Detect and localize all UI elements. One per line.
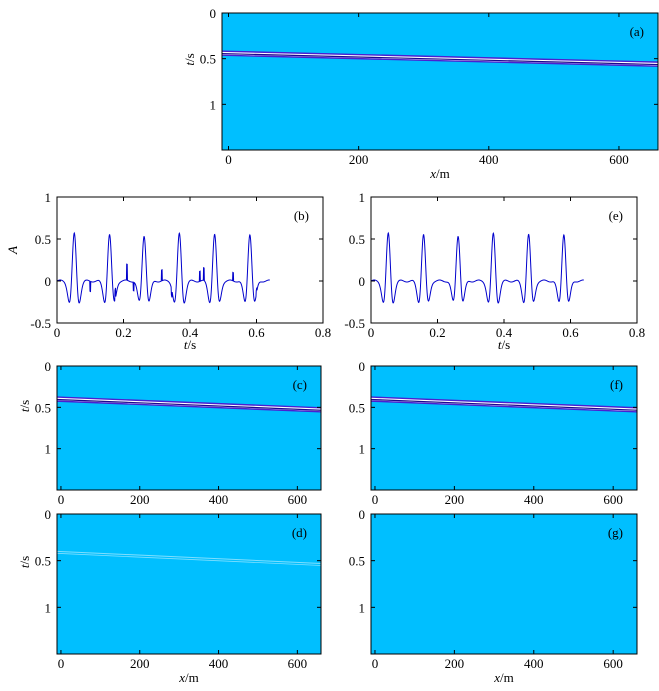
- x-axis-label: t/s: [184, 337, 196, 352]
- x-tick-label: 600: [603, 492, 623, 507]
- panel-f: 0 200 400 600 0 0.5 1 (f): [349, 359, 638, 507]
- panel-label: (e): [609, 208, 623, 223]
- y-tick-label: 0: [359, 359, 366, 374]
- y-tick-label: 1: [210, 97, 217, 112]
- y-axis-label: t/s: [182, 53, 197, 65]
- plot-area: [371, 197, 637, 323]
- y-tick-label: 1: [45, 442, 52, 457]
- y-tick-label: -0.5: [30, 316, 51, 331]
- x-tick-label: 0: [372, 492, 379, 507]
- y-tick-label: 0: [359, 274, 366, 289]
- seismic-section-fill: [371, 514, 637, 654]
- x-tick-label: 0.4: [182, 325, 199, 340]
- x-tick-label: 400: [479, 152, 499, 167]
- reflection-event-trough: [370, 398, 638, 411]
- x-tick-label: 400: [524, 492, 544, 507]
- y-tick-label: 1: [45, 600, 52, 615]
- x-tick-label: 0.2: [115, 325, 131, 340]
- y-tick-label: 0: [45, 274, 52, 289]
- seismic-section-fill: [222, 13, 658, 150]
- x-tick-label: 600: [609, 152, 629, 167]
- x-tick-label: 0: [225, 152, 232, 167]
- x-tick-label: 0.6: [562, 325, 579, 340]
- plot-area: [57, 197, 323, 323]
- panel-c: 0 200 400 600 0 0.5 1 (c) t/s: [17, 359, 322, 507]
- panel-label: (a): [630, 24, 644, 39]
- panel-label: (c): [293, 377, 307, 392]
- x-tick-label: 0.2: [429, 325, 445, 340]
- x-tick-label: 0: [58, 492, 65, 507]
- y-tick-label: 0: [359, 507, 366, 522]
- x-tick-label: 200: [130, 656, 150, 671]
- panel-label: (g): [608, 525, 623, 540]
- x-axis-label: t/s: [498, 337, 510, 352]
- panel-d: 0 200 400 600 0 0.5 1 (d) x/m t/s: [17, 507, 322, 685]
- y-tick-label: 0: [45, 507, 52, 522]
- seismic-section-fill: [57, 514, 321, 654]
- x-tick-label: 600: [288, 492, 308, 507]
- x-tick-label: 600: [603, 656, 623, 671]
- x-tick-label: 0: [368, 325, 375, 340]
- y-axis-label: t/s: [17, 556, 32, 568]
- x-tick-label: 0.8: [629, 325, 645, 340]
- y-tick-label: 0: [45, 359, 52, 374]
- residual-event: [56, 550, 322, 564]
- y-tick-label: 0.5: [35, 554, 51, 569]
- x-tick-label: 200: [349, 152, 369, 167]
- seismic-section-fill: [371, 366, 637, 490]
- y-tick-label: 1: [359, 190, 366, 205]
- x-tick-label: 0.4: [496, 325, 513, 340]
- x-tick-label: 0.6: [248, 325, 265, 340]
- x-axis-label: x/m: [429, 166, 450, 181]
- x-tick-label: 600: [288, 656, 308, 671]
- y-tick-label: 1: [359, 600, 366, 615]
- y-tick-label: 1: [359, 442, 366, 457]
- x-tick-label: 200: [445, 492, 465, 507]
- y-tick-label: 0.5: [35, 400, 51, 415]
- panel-b: 0 0.2 0.4 0.6 0.8-0.500.51(b)t/sA: [5, 190, 331, 352]
- y-axis-label: t/s: [17, 400, 32, 412]
- axes-frame: [370, 365, 638, 491]
- waveform-trace: [370, 231, 584, 304]
- x-tick-label: 400: [524, 656, 544, 671]
- y-tick-label: 0.5: [349, 400, 365, 415]
- y-axis-label: A: [5, 246, 20, 255]
- waveform-trace: [56, 231, 270, 304]
- seismic-section-fill: [57, 366, 321, 490]
- y-tick-label: 1: [45, 190, 52, 205]
- x-tick-label: 400: [209, 492, 229, 507]
- x-tick-label: 200: [445, 656, 465, 671]
- reflection-event-trough: [56, 398, 322, 411]
- x-tick-label: 0: [372, 656, 379, 671]
- y-tick-label: 0.5: [349, 232, 365, 247]
- axes-frame: [56, 365, 322, 491]
- x-tick-label: 0: [54, 325, 61, 340]
- x-tick-label: 0.8: [315, 325, 331, 340]
- x-tick-label: 400: [209, 656, 229, 671]
- axes-frame: [56, 513, 322, 655]
- panel-g: 0 200 400 600 0 0.5 1 (g) x/m: [349, 507, 638, 685]
- y-tick-label: -0.5: [344, 316, 365, 331]
- panel-e: 0 0.2 0.4 0.6 0.8-0.500.51(e)t/s: [344, 190, 645, 352]
- axes-frame: [370, 513, 638, 655]
- axes-frame: [221, 12, 659, 151]
- x-axis-label: x/m: [178, 670, 199, 685]
- reflection-event-trough: [221, 52, 659, 66]
- panel-label: (b): [294, 208, 309, 223]
- residual-event: [56, 552, 322, 566]
- x-axis-label: x/m: [493, 670, 514, 685]
- panel-label: (f): [610, 377, 623, 392]
- panel-label: (d): [292, 525, 307, 540]
- x-tick-label: 0: [58, 656, 65, 671]
- x-tick-label: 200: [130, 492, 150, 507]
- y-tick-label: 0.5: [349, 554, 365, 569]
- y-tick-label: 0.5: [35, 232, 51, 247]
- y-tick-label: 0: [210, 6, 217, 21]
- panel-a: 0 200 400 600 0 0.5 1 (a) x/m t/s: [182, 6, 659, 181]
- y-tick-label: 0.5: [200, 52, 216, 67]
